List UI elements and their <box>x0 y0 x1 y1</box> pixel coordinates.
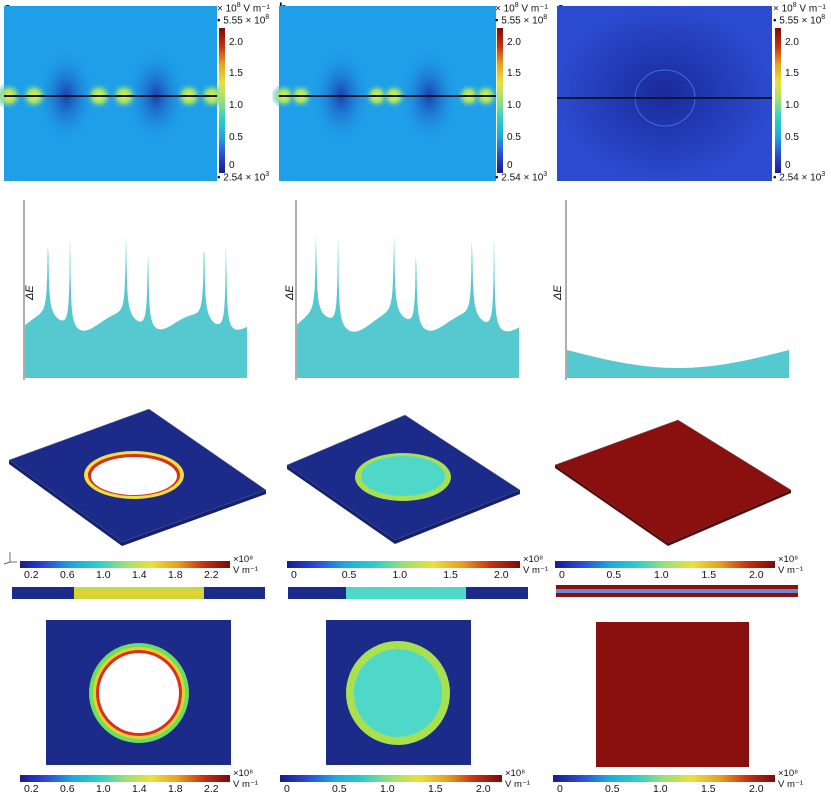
colorbar-max-label: • 5.55 × 108 <box>495 14 548 27</box>
colorbar-min-label: • 2.54 × 103 <box>217 171 270 184</box>
heatmap-b <box>271 6 499 181</box>
colorbar-tick-label: 2.0 <box>229 37 243 48</box>
cross-section-a <box>12 587 265 599</box>
colorbar-tick-label: 0.5 <box>507 132 521 143</box>
horizontal-colorbar-tick: 2.0 <box>749 569 764 581</box>
horizontal-colorbar-exponent: ×10⁸ <box>523 554 544 565</box>
horizontal-colorbar-exponent: ×10⁸ <box>505 768 526 779</box>
horizontal-colorbar-unit: V m⁻¹ <box>233 779 259 790</box>
horizontal-colorbar-tick: 0.2 <box>24 783 39 795</box>
horizontal-colorbar-tick: 0.2 <box>24 569 39 581</box>
colorbar-tick-label: 2.0 <box>785 37 799 48</box>
horizontal-colorbar-unit: V m⁻¹ <box>778 779 804 790</box>
horizontal-colorbar-tick: 2.2 <box>204 569 219 581</box>
topview-c <box>596 622 749 767</box>
colorbar-max-label: • 5.55 × 108 <box>773 14 826 27</box>
horizontal-colorbar-tick: 1.0 <box>96 569 111 581</box>
colorbar-tick-label: 0.5 <box>229 132 243 143</box>
colorbar-tick-label: 2.0 <box>507 37 521 48</box>
horizontal-colorbar-tick: 1.4 <box>132 783 147 795</box>
slab-3d-a <box>8 408 267 546</box>
horizontal-colorbar-tick: 1.0 <box>380 783 395 795</box>
colorbar-tick-label: 0.5 <box>785 132 799 143</box>
profile-ylabel-c: ΔE <box>552 285 564 300</box>
colorbar-tick-label: 1.5 <box>229 68 243 79</box>
profile-plot-b <box>295 200 519 380</box>
colorbar-tick-label: 0 <box>507 160 513 171</box>
horizontal-colorbar-tick: 0 <box>559 569 565 581</box>
colorbar-gradient <box>219 28 225 173</box>
horizontal-colorbar-tick: 0.5 <box>341 569 357 581</box>
horizontal-colorbar-tick: 1.5 <box>443 569 458 581</box>
horizontal-colorbar-tick: 0.5 <box>605 783 620 795</box>
horizontal-colorbar-gradient <box>287 561 520 568</box>
horizontal-colorbar-tick: 2.0 <box>749 783 764 795</box>
colorbar-min-label: • 2.54 × 103 <box>495 171 548 184</box>
colorbar-tick-label: 0 <box>785 160 791 171</box>
horizontal-colorbar-exponent: ×10⁸ <box>778 554 799 565</box>
horizontal-colorbar-tick: 1.8 <box>168 783 183 795</box>
horizontal-colorbar-tick: 0.5 <box>332 783 347 795</box>
axis-triad-a <box>3 552 17 565</box>
horizontal-colorbar-tick: 1.5 <box>701 783 716 795</box>
horizontal-colorbar-tick: 1.0 <box>96 783 111 795</box>
colorbar-unit-label: × 108 V m⁻¹ <box>217 2 270 15</box>
horizontal-colorbar-tick: 0 <box>291 569 297 581</box>
horizontal-colorbar-gradient <box>20 775 230 782</box>
profile-area <box>25 235 247 378</box>
heatmap-a <box>0 6 226 181</box>
topview-b <box>326 620 471 765</box>
profile-ylabel-b: ΔE <box>284 285 296 300</box>
colorbar-unit-label: × 108 V m⁻¹ <box>773 2 826 15</box>
horizontal-colorbar-tick: 1.5 <box>701 569 717 581</box>
horizontal-colorbar-gradient <box>20 561 230 568</box>
colorbar-tick-label: 1.0 <box>785 100 799 111</box>
colorbar-tick-label: 1.0 <box>229 100 243 111</box>
horizontal-colorbar-gradient <box>280 775 502 782</box>
colorbar-max-label: • 5.55 × 108 <box>217 14 270 27</box>
topview-a <box>46 620 231 765</box>
slab-3d-b <box>286 414 521 544</box>
colorbar-tick-label: 0 <box>229 160 235 171</box>
horizontal-colorbar-gradient <box>553 775 775 782</box>
horizontal-colorbar-tick: 1.8 <box>168 569 183 581</box>
colorbar-tick-label: 1.5 <box>785 68 799 79</box>
heatmap-c <box>557 6 772 181</box>
colorbar-unit-label: × 108 V m⁻¹ <box>495 2 548 15</box>
horizontal-colorbar-exponent: ×10⁸ <box>233 554 254 565</box>
horizontal-colorbar-tick: 1.4 <box>132 569 147 581</box>
horizontal-colorbar-tick: 0.5 <box>606 569 622 581</box>
horizontal-colorbar-tick: 0 <box>284 783 290 795</box>
horizontal-colorbar-tick: 0.6 <box>60 569 75 581</box>
horizontal-colorbar-tick: 2.0 <box>476 783 491 795</box>
horizontal-colorbar-tick: 1.5 <box>428 783 443 795</box>
colorbar-tick-label: 1.0 <box>507 100 521 111</box>
colorbar-gradient <box>497 28 503 173</box>
horizontal-colorbar-unit: V m⁻¹ <box>233 565 259 576</box>
colorbar-min-label: • 2.54 × 103 <box>773 171 826 184</box>
colorbar-tick-label: 1.5 <box>507 68 521 79</box>
horizontal-colorbar-tick: 0.6 <box>60 783 75 795</box>
profile-ylabel-a: ΔE <box>24 285 36 300</box>
colorbar-gradient <box>775 28 781 173</box>
horizontal-colorbar-gradient <box>555 561 775 568</box>
horizontal-colorbar-exponent: ×10⁸ <box>778 768 799 779</box>
profile-area <box>567 350 789 378</box>
profile-area <box>297 235 519 378</box>
horizontal-colorbar-unit: V m⁻¹ <box>523 565 549 576</box>
profile-plot-a <box>23 200 247 380</box>
horizontal-colorbar-tick: 2.0 <box>494 569 509 581</box>
horizontal-colorbar-unit: V m⁻¹ <box>505 779 531 790</box>
horizontal-colorbar-tick: 1.0 <box>392 569 408 581</box>
cross-section-c <box>556 585 798 597</box>
slab-3d-c <box>554 419 792 546</box>
horizontal-colorbar-exponent: ×10⁸ <box>233 768 254 779</box>
horizontal-colorbar-tick: 2.2 <box>204 783 219 795</box>
cross-section-b <box>288 587 528 599</box>
horizontal-colorbar-unit: V m⁻¹ <box>778 565 804 576</box>
profile-plot-c <box>565 200 789 380</box>
horizontal-colorbar-tick: 1.0 <box>653 783 668 795</box>
horizontal-colorbar-tick: 1.0 <box>654 569 669 581</box>
horizontal-colorbar-tick: 0 <box>557 783 563 795</box>
